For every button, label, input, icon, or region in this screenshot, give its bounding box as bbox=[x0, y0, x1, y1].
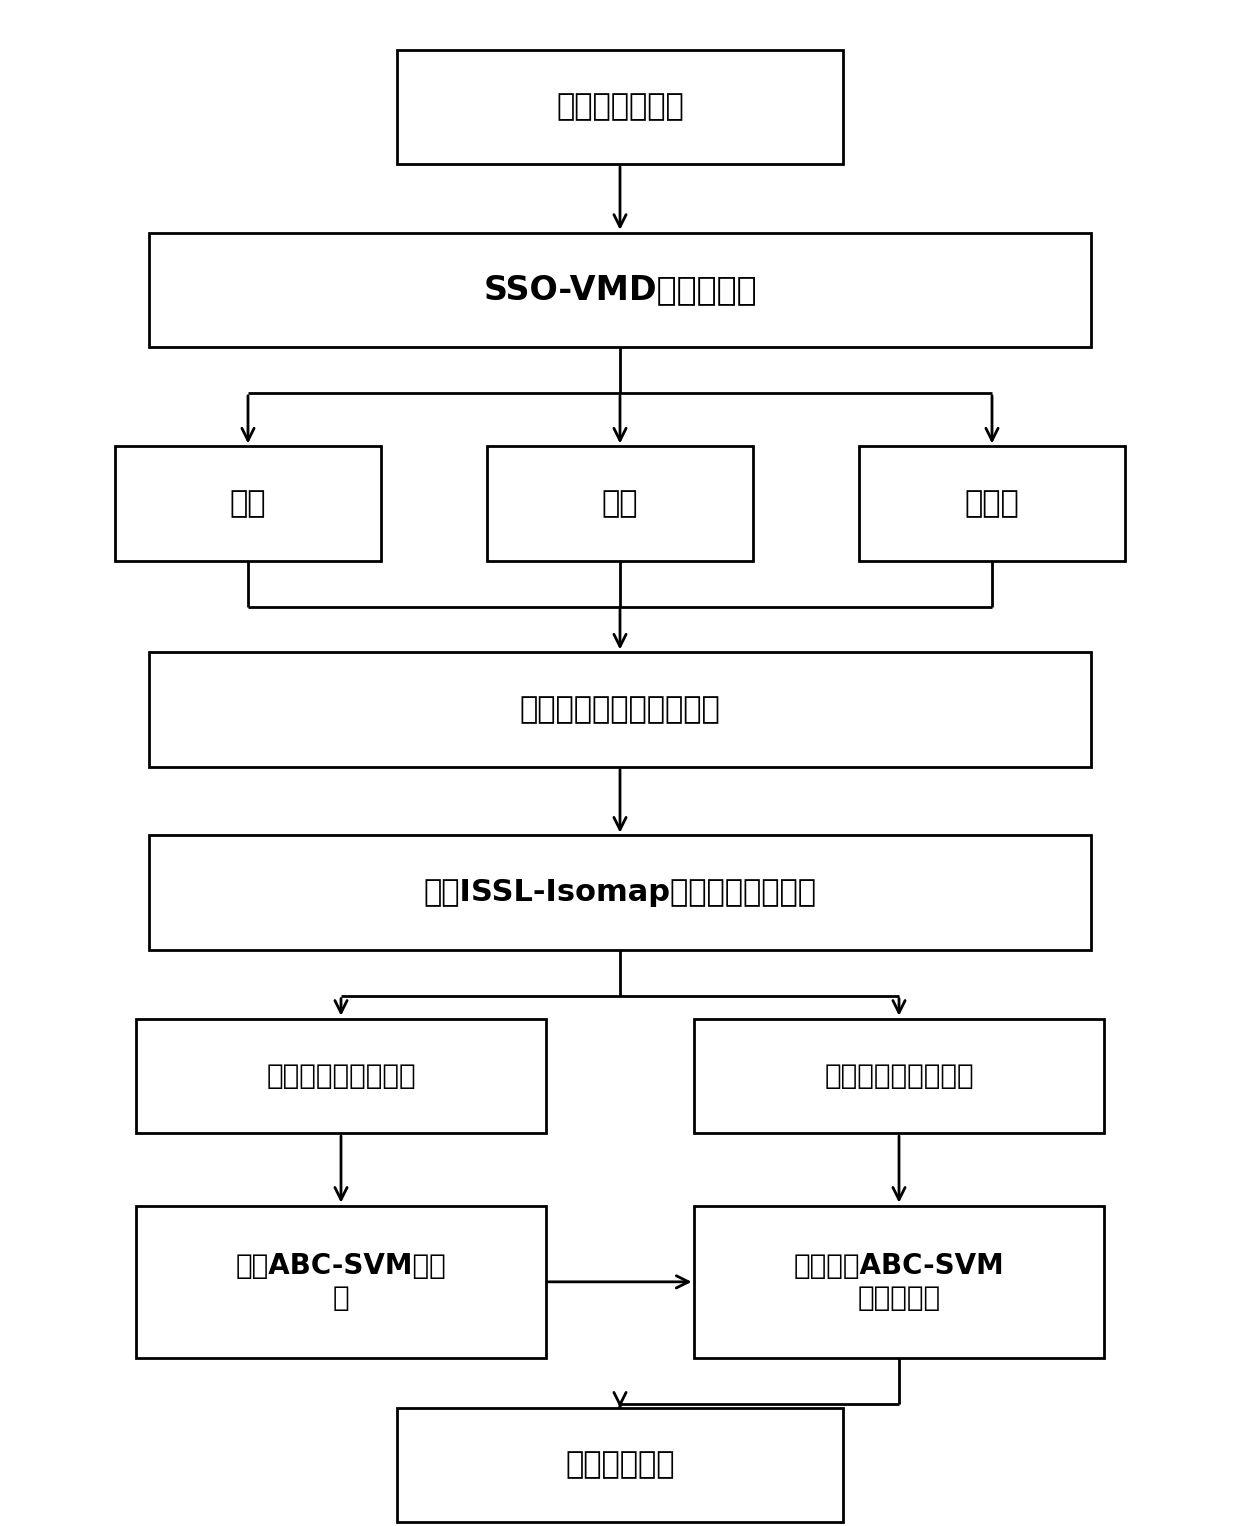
Text: 频域: 频域 bbox=[601, 488, 639, 519]
Text: 尺度域: 尺度域 bbox=[965, 488, 1019, 519]
Text: 测试样本低维特征集: 测试样本低维特征集 bbox=[825, 1062, 973, 1090]
Text: 训练样本低维特征集: 训练样本低维特征集 bbox=[267, 1062, 415, 1090]
Bar bbox=[136, 1206, 546, 1358]
Bar bbox=[136, 1019, 546, 1132]
Text: 时域: 时域 bbox=[229, 488, 267, 519]
Text: SSO-VMD分解与重构: SSO-VMD分解与重构 bbox=[484, 273, 756, 307]
Bar bbox=[397, 49, 843, 163]
Bar bbox=[149, 233, 1091, 346]
Bar bbox=[858, 446, 1126, 560]
Text: 振动加速度信号: 振动加速度信号 bbox=[556, 92, 684, 122]
Bar bbox=[694, 1206, 1104, 1358]
Bar bbox=[397, 1407, 843, 1523]
Bar bbox=[149, 653, 1091, 766]
Bar bbox=[149, 835, 1091, 949]
Bar bbox=[694, 1019, 1104, 1132]
Bar bbox=[115, 446, 381, 560]
Text: 构造多域高维故障特征集: 构造多域高维故障特征集 bbox=[520, 694, 720, 725]
Text: 训练好的ABC-SVM
分类器模型: 训练好的ABC-SVM 分类器模型 bbox=[794, 1251, 1004, 1312]
Text: 利用ISSL-Isomap算法进行降维处理: 利用ISSL-Isomap算法进行降维处理 bbox=[424, 877, 816, 908]
Text: 诊断故障类型: 诊断故障类型 bbox=[565, 1450, 675, 1480]
Bar bbox=[486, 446, 754, 560]
Text: 训练ABC-SVM分类
器: 训练ABC-SVM分类 器 bbox=[236, 1251, 446, 1312]
